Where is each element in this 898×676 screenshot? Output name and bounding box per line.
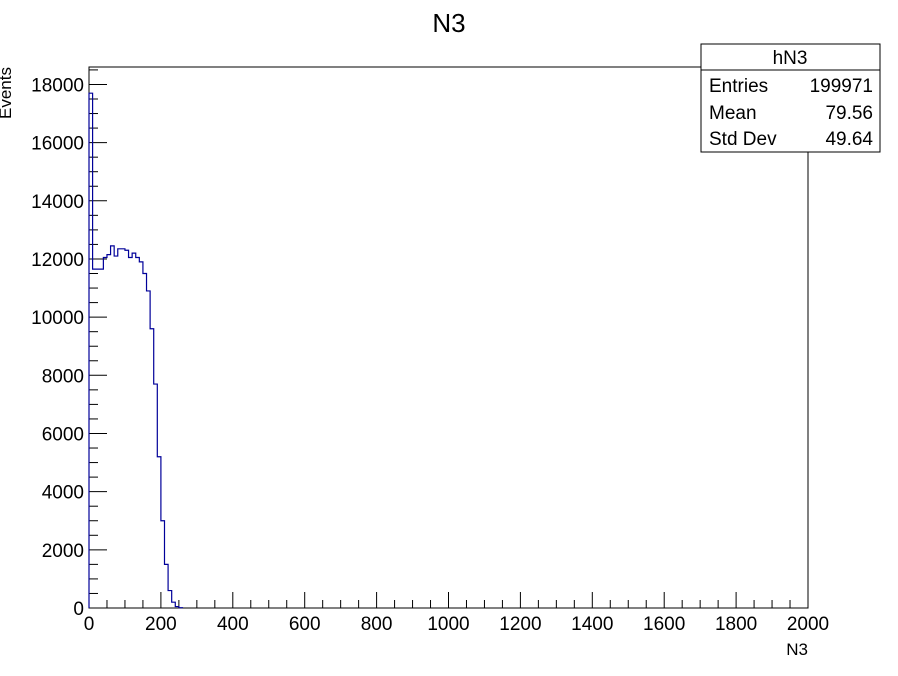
x-tick-label: 1000 [427,614,469,635]
x-tick-label: 2000 [787,614,829,635]
y-tick-label: 10000 [31,308,84,329]
stats-stddev-label: Std Dev [709,129,777,150]
x-axis: 0 200 400 600 800 1000 1200 1400 1600 1800 2000 [84,592,829,635]
y-tick-label: 18000 [31,75,84,96]
x-tick-label: 0 [84,614,95,635]
stats-entries-value: 199971 [810,76,873,97]
y-tick-label: 14000 [31,192,84,213]
plot-frame [88,66,809,609]
stats-box-frame [700,43,881,153]
x-tick-label: 1600 [643,614,685,635]
x-tick-label: 800 [361,614,393,635]
stats-mean-label: Mean [709,103,757,124]
y-axis: 0 2000 4000 6000 8000 10000 12000 14000 16000 180… [31,69,107,620]
y-axis-label: Events [0,67,15,119]
stats-box: hN3 Entries 199971 Mean 79.56 Std Dev 49… [700,43,881,153]
x-tick-label: 1800 [715,614,757,635]
stats-stddev-value: 49.64 [825,129,873,150]
y-tick-label: 16000 [31,134,84,155]
stats-histogram-name: hN3 [773,48,808,69]
x-axis-label: N3 [786,640,808,659]
histogram-line [88,92,184,609]
y-tick-label: 2000 [42,541,84,562]
y-tick-label: 0 [73,599,84,620]
x-tick-label: 400 [217,614,249,635]
y-tick-label: 8000 [42,366,84,387]
x-tick-label: 1200 [499,614,541,635]
stats-mean-value: 79.56 [825,103,873,124]
x-tick-label: 200 [145,614,177,635]
x-tick-label: 1400 [571,614,613,635]
chart-title: N3 [432,8,465,38]
x-tick-label: 600 [289,614,321,635]
y-tick-label: 4000 [42,483,84,504]
y-tick-label: 6000 [42,424,84,445]
stats-entries-label: Entries [709,76,768,97]
y-tick-label: 12000 [31,250,84,271]
